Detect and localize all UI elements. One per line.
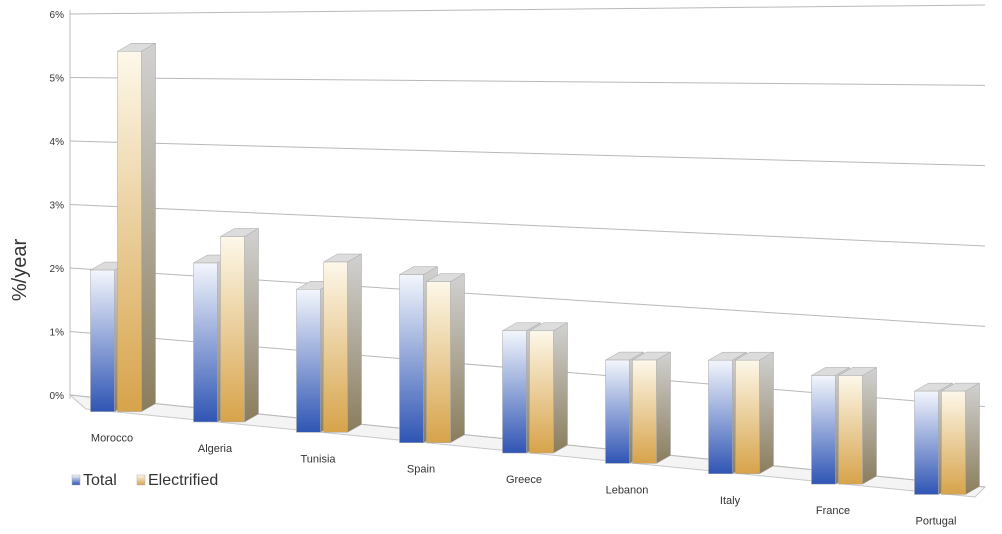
y-tick-label: 3% bbox=[50, 201, 65, 212]
bar-side-face bbox=[450, 273, 465, 444]
bar-electrified bbox=[734, 351, 775, 475]
bar-front-face bbox=[220, 236, 245, 423]
bar-side-face bbox=[347, 253, 362, 433]
y-tick-label: 0% bbox=[50, 391, 65, 402]
bar-side-face bbox=[553, 322, 568, 454]
bar-electrified bbox=[837, 367, 878, 485]
x-tick-label: France bbox=[816, 505, 850, 517]
x-tick-label: Spain bbox=[407, 464, 435, 476]
x-tick-label: Tunisia bbox=[300, 453, 336, 465]
bar-front-face bbox=[399, 274, 424, 443]
bar-front-face bbox=[426, 281, 451, 443]
x-tick-label: Italy bbox=[720, 495, 741, 507]
bar-front-face bbox=[708, 359, 733, 475]
bar-front-face bbox=[811, 375, 836, 485]
x-axis-ticks: Morocco Algeria Tunisia Spain Greece Lebanon I… bbox=[91, 433, 957, 528]
bar-electrified bbox=[528, 322, 569, 454]
legend-swatch-electrified bbox=[136, 474, 146, 486]
y-tick-label: 5% bbox=[50, 74, 65, 85]
bar-front-face bbox=[914, 390, 939, 495]
y-axis-label: %/year bbox=[9, 239, 31, 302]
bar-electrified bbox=[425, 273, 466, 444]
bar-electrified bbox=[322, 253, 363, 433]
gridline bbox=[69, 77, 986, 86]
bar-electrified bbox=[631, 351, 672, 464]
y-tick-label: 1% bbox=[50, 328, 65, 339]
bar-side-face bbox=[965, 382, 980, 495]
bars bbox=[89, 42, 981, 495]
legend-label-electrified: Electrified bbox=[148, 472, 218, 489]
bar-front-face bbox=[941, 390, 966, 495]
bar-front-face bbox=[117, 51, 142, 412]
bar-front-face bbox=[323, 261, 348, 433]
x-tick-label: Portugal bbox=[916, 515, 957, 527]
y-axis-ticks: 0% 1% 2% 3% 4% 5% 6% bbox=[50, 10, 65, 402]
bar-electrified bbox=[940, 382, 981, 495]
bar-side-face bbox=[862, 367, 877, 485]
bar-side-face bbox=[656, 351, 671, 464]
bar-front-face bbox=[296, 289, 321, 433]
bar-front-face bbox=[529, 330, 554, 454]
gridline bbox=[69, 4, 986, 15]
bar-electrified bbox=[219, 228, 260, 423]
bar-side-face bbox=[244, 228, 259, 423]
y-tick-label: 4% bbox=[50, 137, 65, 148]
y-tick-label: 2% bbox=[50, 264, 65, 275]
legend-swatch-total bbox=[71, 474, 81, 486]
bar-front-face bbox=[838, 375, 863, 485]
gridline bbox=[69, 204, 986, 247]
x-tick-label: Morocco bbox=[91, 433, 133, 445]
legend-label-total: Total bbox=[83, 472, 117, 489]
bar-front-face bbox=[632, 359, 657, 464]
bar-side-face bbox=[759, 351, 774, 475]
legend: Total Electrified bbox=[71, 472, 218, 489]
bar-front-face bbox=[90, 269, 115, 412]
y-tick-label: 6% bbox=[50, 10, 65, 21]
bar-front-face bbox=[735, 359, 760, 475]
x-tick-label: Lebanon bbox=[606, 484, 649, 496]
x-tick-label: Greece bbox=[506, 474, 542, 486]
gridline bbox=[69, 140, 986, 167]
bar-front-face bbox=[193, 262, 218, 423]
bar-front-face bbox=[605, 359, 630, 464]
bar-electrified bbox=[116, 42, 157, 413]
bar-side-face bbox=[141, 42, 156, 413]
bar-front-face bbox=[502, 330, 527, 454]
x-tick-label: Algeria bbox=[198, 443, 233, 455]
